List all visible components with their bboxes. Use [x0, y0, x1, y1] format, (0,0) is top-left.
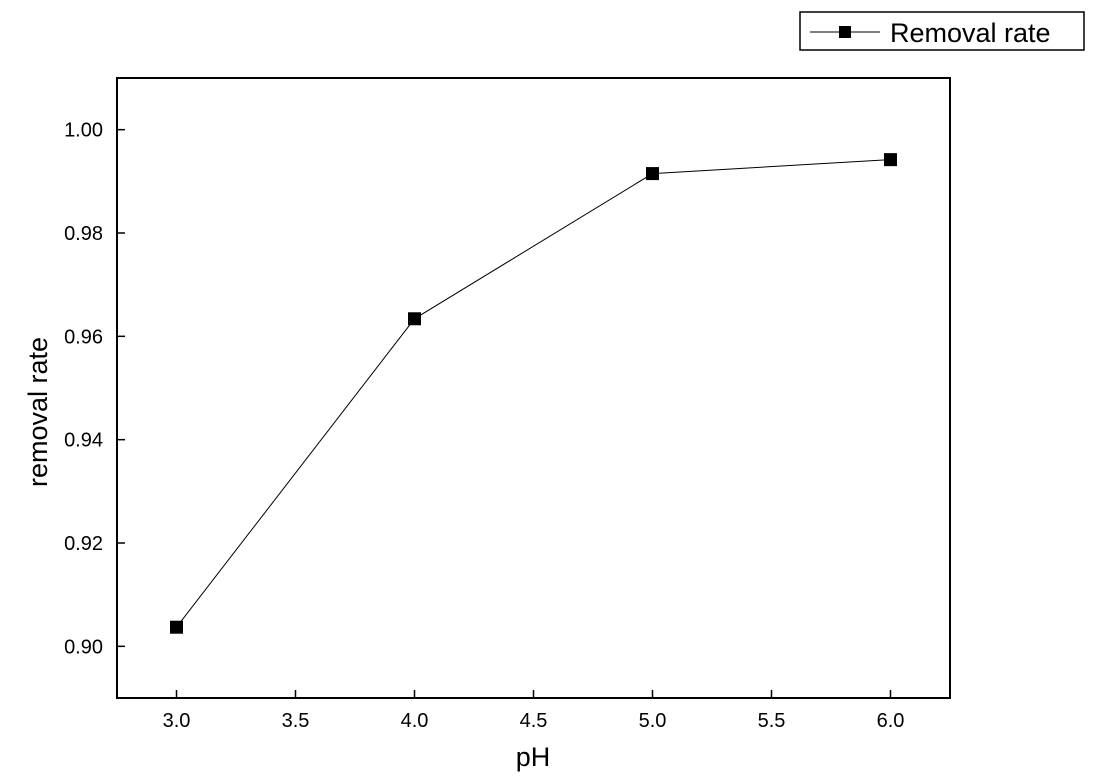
legend-marker: [839, 26, 851, 38]
x-tick-label: 6.0: [877, 710, 905, 732]
data-point: [884, 153, 897, 167]
series-line: [176, 159, 891, 628]
y-tick-label: 0.98: [64, 223, 103, 245]
x-axis: 3.0 3.5 4.0 4.5 5.0 5.5 6.0: [163, 690, 905, 732]
y-tick-label: 0.94: [64, 430, 103, 452]
y-tick-label: 0.92: [64, 533, 103, 555]
x-tick-label: 3.5: [282, 710, 310, 732]
legend-label: Removal rate: [890, 18, 1051, 48]
y-axis: 0.90 0.92 0.94 0.96 0.98 1.00: [64, 120, 125, 658]
y-axis-title: removal rate: [23, 337, 53, 487]
x-tick-label: 3.0: [163, 710, 191, 732]
x-tick-label: 4.0: [401, 710, 429, 732]
series-layer: [170, 153, 897, 634]
data-point: [170, 620, 183, 634]
data-point: [408, 312, 421, 326]
legend: Removal rate: [799, 11, 1085, 51]
y-tick-label: 1.00: [64, 120, 103, 142]
x-tick-label: 5.0: [639, 710, 667, 732]
x-tick-label: 5.5: [758, 710, 786, 732]
y-tick-label: 0.90: [64, 636, 103, 658]
data-point: [646, 167, 659, 181]
y-tick-label: 0.96: [64, 326, 103, 348]
x-tick-label: 4.5: [520, 710, 548, 732]
x-axis-title: pH: [516, 742, 551, 772]
